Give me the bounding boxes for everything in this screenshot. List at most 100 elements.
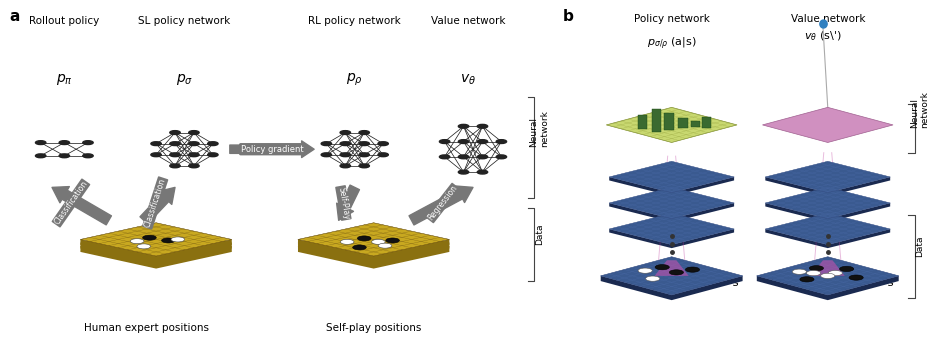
Circle shape — [685, 267, 700, 272]
Text: Regression: Regression — [427, 184, 459, 222]
Polygon shape — [757, 276, 899, 300]
Circle shape — [207, 153, 218, 157]
Polygon shape — [765, 203, 890, 222]
Circle shape — [378, 153, 388, 157]
Circle shape — [170, 153, 180, 157]
Text: Policy network: Policy network — [634, 14, 710, 24]
Text: $p_{\sigma}$: $p_{\sigma}$ — [176, 72, 193, 87]
Circle shape — [477, 125, 488, 128]
Text: Policy gradient: Policy gradient — [240, 145, 304, 154]
Circle shape — [477, 140, 488, 144]
Circle shape — [669, 270, 683, 275]
Polygon shape — [80, 246, 232, 269]
Circle shape — [359, 164, 369, 168]
Circle shape — [638, 268, 652, 273]
Circle shape — [59, 141, 70, 145]
Polygon shape — [765, 229, 890, 248]
Circle shape — [458, 170, 468, 174]
Circle shape — [189, 131, 199, 135]
Circle shape — [439, 155, 449, 159]
Text: $s$: $s$ — [732, 278, 740, 288]
Polygon shape — [298, 239, 449, 262]
Circle shape — [809, 266, 823, 271]
Bar — [678, 118, 688, 128]
Polygon shape — [609, 213, 734, 245]
Circle shape — [340, 164, 350, 168]
Circle shape — [386, 238, 399, 243]
Text: Self-play positions: Self-play positions — [326, 323, 421, 333]
Bar — [702, 117, 711, 128]
Circle shape — [645, 276, 659, 281]
Polygon shape — [757, 257, 899, 295]
Circle shape — [820, 273, 834, 278]
Polygon shape — [298, 243, 449, 265]
Circle shape — [83, 154, 93, 158]
Text: Rollout policy: Rollout policy — [29, 16, 99, 26]
Text: Self-Play: Self-Play — [336, 186, 351, 220]
Circle shape — [806, 271, 821, 276]
Polygon shape — [655, 260, 689, 276]
Circle shape — [378, 243, 392, 248]
Polygon shape — [609, 161, 734, 193]
Bar — [638, 115, 647, 129]
Circle shape — [36, 154, 46, 158]
Text: Data: Data — [534, 223, 544, 245]
Circle shape — [171, 237, 184, 242]
Circle shape — [829, 271, 842, 276]
Circle shape — [359, 153, 369, 157]
Circle shape — [162, 238, 175, 243]
Polygon shape — [765, 161, 890, 193]
Circle shape — [359, 142, 369, 146]
Circle shape — [151, 142, 161, 146]
Circle shape — [207, 142, 218, 146]
Circle shape — [341, 239, 354, 244]
Polygon shape — [298, 226, 449, 260]
Text: RL policy network: RL policy network — [308, 16, 401, 26]
Polygon shape — [298, 246, 449, 269]
Polygon shape — [601, 257, 743, 295]
Bar — [691, 120, 700, 127]
Circle shape — [189, 164, 199, 168]
Circle shape — [358, 236, 371, 241]
Circle shape — [83, 141, 93, 145]
Text: Neural
network: Neural network — [530, 111, 549, 147]
Text: $p_{\pi}$: $p_{\pi}$ — [56, 72, 73, 87]
Circle shape — [321, 142, 331, 146]
Circle shape — [439, 140, 449, 144]
Polygon shape — [601, 276, 743, 300]
Polygon shape — [80, 243, 232, 265]
Text: Human expert positions: Human expert positions — [84, 323, 209, 333]
Bar — [652, 109, 661, 132]
Text: b: b — [563, 9, 573, 24]
Polygon shape — [606, 107, 737, 143]
Text: Value network: Value network — [431, 16, 505, 26]
Circle shape — [372, 239, 385, 244]
Text: Neural
network: Neural network — [910, 92, 929, 128]
Circle shape — [321, 153, 331, 157]
Bar — [664, 113, 674, 130]
Polygon shape — [609, 177, 734, 196]
Text: Classification: Classification — [143, 177, 167, 229]
Text: $s'$: $s'$ — [887, 276, 897, 289]
Polygon shape — [80, 239, 232, 262]
Polygon shape — [80, 223, 232, 256]
Circle shape — [359, 131, 369, 135]
Circle shape — [477, 170, 488, 174]
Text: $p_{\sigma/\rho}$ (a|s): $p_{\sigma/\rho}$ (a|s) — [647, 35, 696, 52]
Circle shape — [849, 275, 863, 280]
Text: Classification: Classification — [53, 179, 89, 227]
Circle shape — [189, 142, 199, 146]
Circle shape — [137, 244, 150, 249]
Circle shape — [340, 142, 350, 146]
Circle shape — [458, 125, 468, 128]
Circle shape — [497, 140, 507, 144]
Circle shape — [340, 131, 350, 135]
Circle shape — [799, 277, 814, 282]
Polygon shape — [811, 260, 845, 276]
Circle shape — [189, 153, 199, 157]
Polygon shape — [765, 177, 890, 196]
Circle shape — [458, 155, 468, 159]
Circle shape — [792, 269, 806, 274]
Text: $v_{\theta}$: $v_{\theta}$ — [461, 73, 476, 87]
Circle shape — [170, 164, 180, 168]
